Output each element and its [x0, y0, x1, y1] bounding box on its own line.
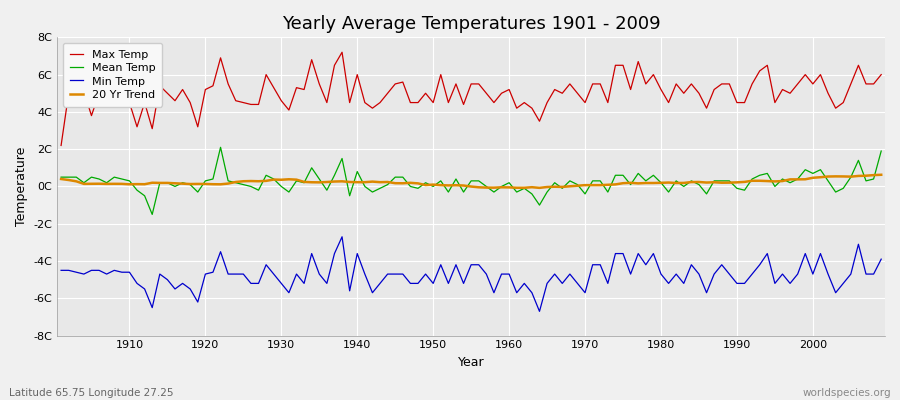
Min Temp [56, 268, 67, 273]
Text: worldspecies.org: worldspecies.org [803, 388, 891, 398]
20 Yr Trend [504, 185, 515, 190]
Min Temp [116, 270, 127, 275]
20 Yr Trend [116, 182, 127, 186]
Max Temp [602, 100, 613, 105]
Mean Temp [610, 173, 621, 178]
Max Temp [511, 106, 522, 110]
20 Yr Trend [496, 185, 507, 190]
Max Temp [116, 89, 127, 94]
Line: Max Temp: Max Temp [61, 52, 881, 146]
Mean Temp [215, 145, 226, 150]
Title: Yearly Average Temperatures 1901 - 2009: Yearly Average Temperatures 1901 - 2009 [282, 15, 661, 33]
Mean Temp [299, 180, 310, 185]
Max Temp [876, 72, 886, 77]
Text: Latitude 65.75 Longitude 27.25: Latitude 65.75 Longitude 27.25 [9, 388, 174, 398]
20 Yr Trend [534, 186, 544, 190]
Mean Temp [519, 186, 530, 191]
Legend: Max Temp, Mean Temp, Min Temp, 20 Yr Trend: Max Temp, Mean Temp, Min Temp, 20 Yr Tre… [63, 43, 162, 107]
Mean Temp [344, 193, 355, 198]
Y-axis label: Temperature: Temperature [15, 147, 28, 226]
Max Temp [284, 108, 294, 112]
Line: Mean Temp: Mean Temp [61, 147, 881, 214]
Min Temp [504, 272, 515, 276]
Line: Min Temp: Min Temp [61, 237, 881, 311]
Mean Temp [876, 149, 886, 154]
Min Temp [876, 257, 886, 262]
Mean Temp [147, 212, 158, 217]
20 Yr Trend [329, 179, 340, 184]
Max Temp [337, 50, 347, 55]
20 Yr Trend [876, 172, 886, 177]
Min Temp [511, 290, 522, 295]
20 Yr Trend [602, 182, 613, 187]
X-axis label: Year: Year [458, 356, 484, 369]
20 Yr Trend [56, 177, 67, 182]
Mean Temp [56, 175, 67, 180]
Mean Temp [511, 190, 522, 194]
Max Temp [56, 143, 67, 148]
Max Temp [504, 87, 515, 92]
Mean Temp [116, 177, 127, 182]
Max Temp [329, 63, 340, 68]
Min Temp [329, 251, 340, 256]
Line: 20 Yr Trend: 20 Yr Trend [61, 175, 881, 188]
Min Temp [610, 251, 621, 256]
Min Temp [337, 234, 347, 239]
Min Temp [534, 309, 544, 314]
20 Yr Trend [284, 177, 294, 182]
Min Temp [284, 290, 294, 295]
